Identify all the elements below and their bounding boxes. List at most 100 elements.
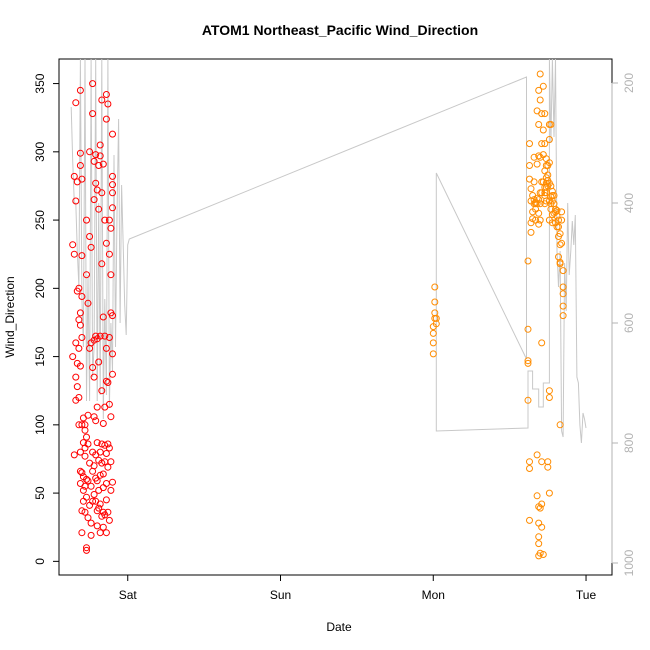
data-point-series-1 <box>73 383 81 391</box>
data-point-series-2 <box>538 458 546 466</box>
data-point-series-1 <box>70 172 78 180</box>
data-point-series-2 <box>533 200 541 208</box>
data-point-series-1 <box>109 478 116 486</box>
data-point-series-1 <box>86 148 94 156</box>
y-tick-label: 200 <box>33 278 47 298</box>
x-tick-label: Sun <box>270 588 291 602</box>
data-point-series-2 <box>524 257 532 265</box>
data-point-series-1 <box>104 100 112 108</box>
data-point-series-2 <box>536 504 544 512</box>
data-point-series-2 <box>535 540 543 548</box>
data-point-series-1 <box>104 508 112 516</box>
data-point-series-1 <box>83 216 90 224</box>
data-point-series-2 <box>535 533 543 541</box>
data-point-series-1 <box>98 260 106 268</box>
data-point-series-2 <box>548 187 556 195</box>
data-point-series-1 <box>104 379 112 386</box>
data-point-series-1 <box>87 531 95 539</box>
data-point-series-1 <box>78 469 86 477</box>
data-point-series-1 <box>78 529 86 537</box>
right-tick-label: 200 <box>622 73 636 93</box>
data-point-series-1 <box>105 400 113 408</box>
data-point-series-1 <box>102 239 110 247</box>
data-point-series-2 <box>552 205 559 213</box>
data-point-series-2 <box>535 86 543 94</box>
data-point-series-2 <box>538 110 546 118</box>
y-tick-label: 150 <box>33 346 47 366</box>
data-point-series-2 <box>538 500 546 508</box>
data-point-series-1 <box>109 204 116 212</box>
data-point-series-1 <box>102 91 110 98</box>
data-point-series-1 <box>107 486 115 494</box>
data-point-series-1 <box>105 216 113 224</box>
y-tick-label: 100 <box>33 415 47 435</box>
data-point-series-1 <box>89 497 97 505</box>
data-point-series-2 <box>559 283 567 291</box>
data-point-series-1 <box>96 471 104 479</box>
data-point-series-1 <box>107 271 115 279</box>
data-point-series-1 <box>109 350 116 358</box>
data-point-series-1 <box>102 115 110 123</box>
data-point-series-2 <box>533 451 541 459</box>
right-tick-label: 600 <box>622 313 636 333</box>
series-connector-line <box>70 58 587 444</box>
data-point-series-1 <box>75 394 83 401</box>
data-point-series-1 <box>76 467 84 475</box>
data-point-series-1 <box>96 448 104 456</box>
data-point-series-1 <box>76 149 84 157</box>
data-point-series-1 <box>83 433 90 441</box>
data-point-series-1 <box>95 205 103 213</box>
x-axis: Sat Sun Mon Tue <box>119 574 596 602</box>
y-tick-label: 0 <box>33 558 47 565</box>
data-point-series-1 <box>105 334 113 341</box>
data-point-series-1 <box>76 448 84 456</box>
data-point-series-1 <box>89 110 97 118</box>
data-point-series-1 <box>105 444 113 452</box>
data-point-series-1 <box>83 271 90 279</box>
data-point-series-1 <box>76 162 84 169</box>
data-point-series-1 <box>76 362 84 370</box>
data-point-series-2 <box>539 126 547 134</box>
data-point-series-1 <box>78 293 86 300</box>
data-point-series-1 <box>90 373 98 381</box>
data-point-series-1 <box>109 130 116 138</box>
data-point-series-1 <box>95 504 103 512</box>
data-point-series-1 <box>90 491 98 498</box>
data-point-series-2 <box>535 519 543 527</box>
data-point-series-1 <box>78 252 86 260</box>
data-point-series-1 <box>83 544 90 552</box>
data-point-series-1 <box>96 332 104 340</box>
data-point-series-1 <box>90 157 98 165</box>
data-point-series-2 <box>527 185 535 193</box>
data-point-series-1 <box>99 160 107 168</box>
data-point-series-1 <box>107 224 115 232</box>
data-point-series-2 <box>538 140 546 148</box>
x-tick-label: Sat <box>119 588 138 602</box>
data-point-series-2 <box>536 216 544 224</box>
data-point-series-1 <box>81 508 89 516</box>
data-point-series-2 <box>547 121 555 128</box>
data-point-series-2 <box>524 396 532 404</box>
data-point-series-2 <box>431 298 439 306</box>
data-point-series-2 <box>524 357 532 365</box>
right-tick-label: 400 <box>622 193 636 213</box>
data-point-series-1 <box>90 413 98 421</box>
data-point-series-1 <box>99 470 107 478</box>
data-point-series-2 <box>559 290 567 298</box>
data-point-series-1 <box>104 440 112 448</box>
data-point-series-2 <box>526 140 533 148</box>
data-point-series-1 <box>87 482 95 490</box>
data-point-series-2 <box>535 152 543 160</box>
data-point-series-1 <box>81 452 89 460</box>
data-point-series-2 <box>538 523 546 531</box>
data-point-series-1 <box>109 312 116 320</box>
data-point-series-1 <box>102 450 110 457</box>
data-point-series-2 <box>526 516 533 524</box>
y-axis: 0 50 100 150 200 250 300 350 <box>33 73 60 565</box>
y-tick-label: 350 <box>33 73 47 93</box>
scatter-points <box>69 70 567 560</box>
data-point-series-1 <box>87 519 95 527</box>
data-point-series-1 <box>95 358 103 366</box>
data-point-series-1 <box>84 440 92 448</box>
